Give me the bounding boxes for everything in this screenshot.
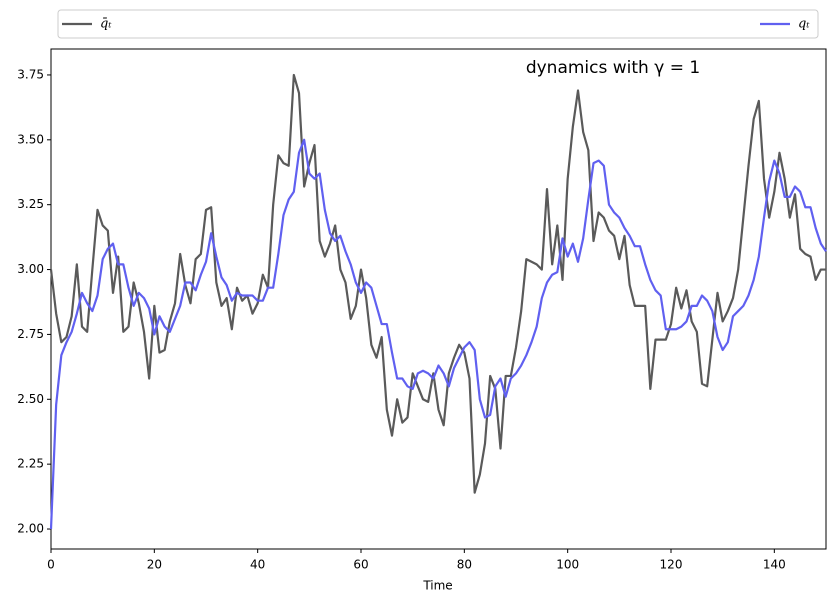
y-tick-label: 2.75 <box>17 327 44 341</box>
series-line <box>49 73 826 494</box>
x-tick-label: 40 <box>250 558 265 572</box>
x-tick-label: 140 <box>763 558 786 572</box>
x-axis-label: Time <box>422 579 452 593</box>
x-tick-label: 100 <box>556 558 579 572</box>
y-tick-label: 2.50 <box>17 392 44 406</box>
annotation: dynamics with γ = 1 <box>526 58 700 78</box>
y-tick-label: 2.00 <box>17 522 44 536</box>
legend-label: qₜ <box>798 17 810 32</box>
y-tick-label: 3.00 <box>17 262 44 276</box>
x-tick-label: 20 <box>147 558 162 572</box>
x-tick-label: 80 <box>457 558 472 572</box>
legend-box <box>57 9 819 39</box>
y-tick-label: 3.25 <box>17 197 44 211</box>
series-line <box>49 138 827 530</box>
y-tick-label: 2.25 <box>17 457 44 471</box>
x-tick-label: 120 <box>660 558 683 572</box>
x-tick-label: 60 <box>353 558 368 572</box>
legend-label: q̄ₜ <box>100 17 112 32</box>
y-tick-label: 3.75 <box>17 67 44 81</box>
plot-frame <box>50 48 827 550</box>
y-tick-label: 3.50 <box>17 132 44 146</box>
x-tick-label: 0 <box>47 558 55 572</box>
